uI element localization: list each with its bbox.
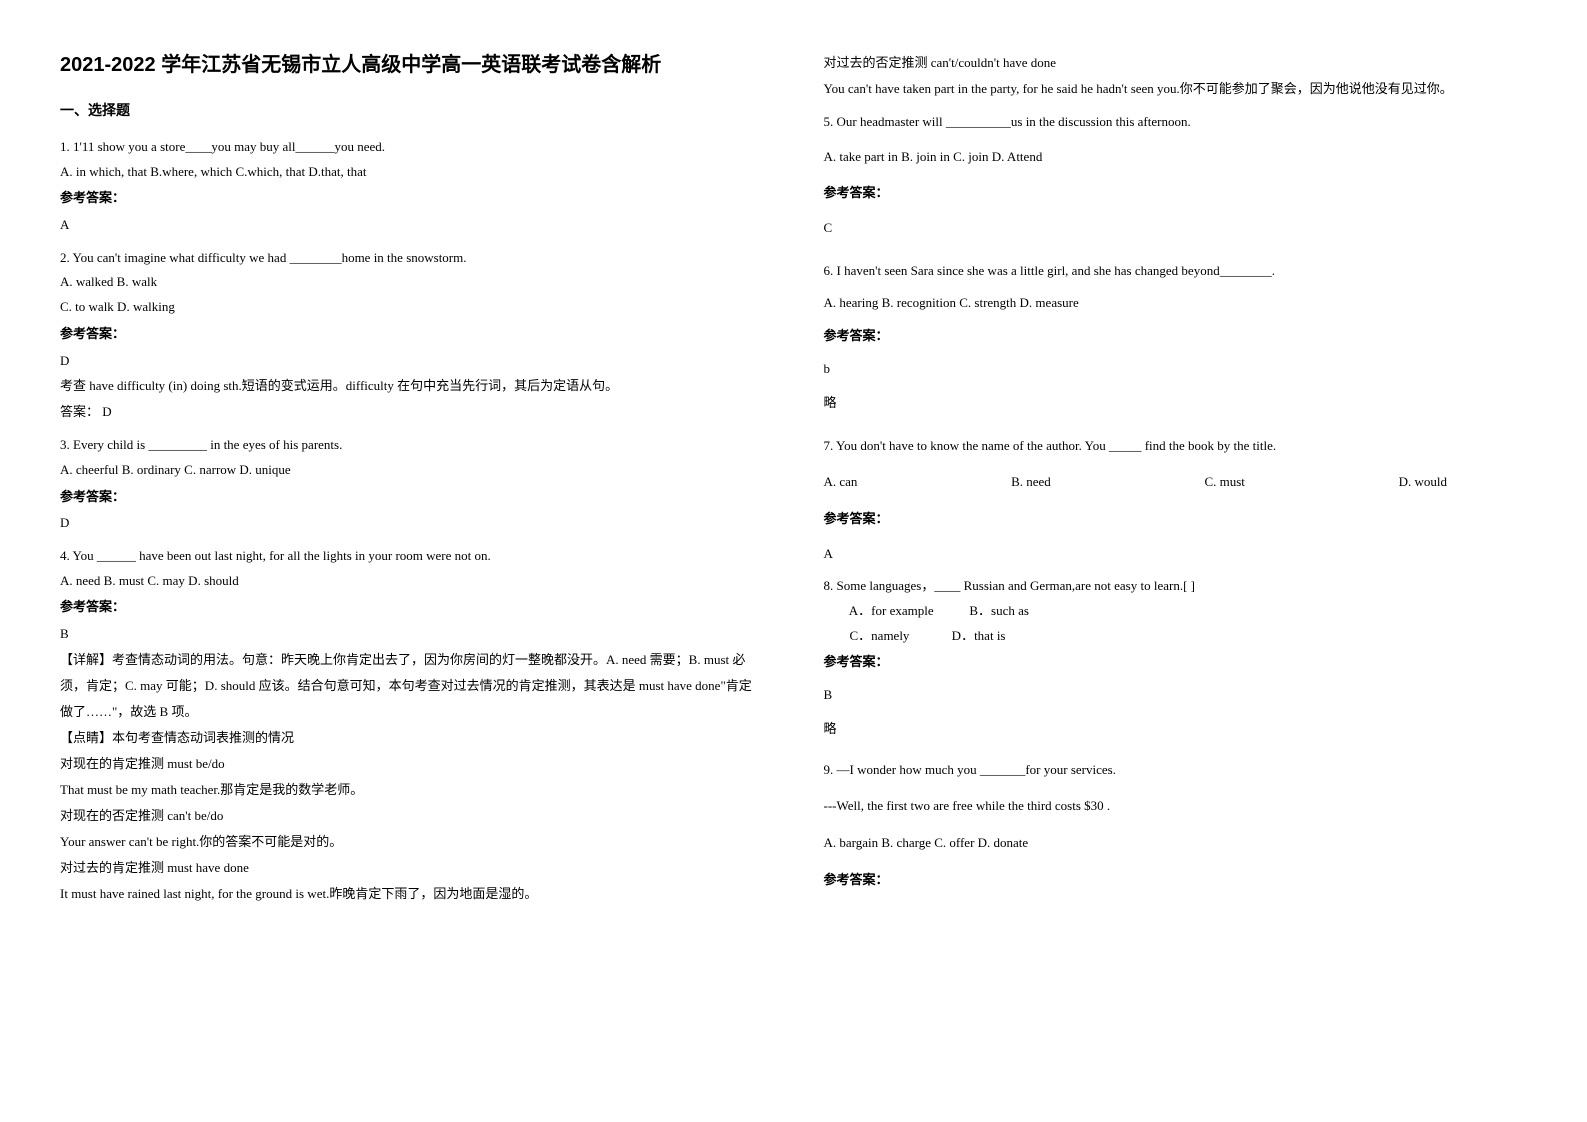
q5-options: A. take part in B. join in C. join D. At… xyxy=(824,145,1528,170)
q4-options: A. need B. must C. may D. should xyxy=(60,569,764,594)
q3-options: A. cheerful B. ordinary C. narrow D. uni… xyxy=(60,458,764,483)
q7-answer: A xyxy=(824,542,1528,567)
q5-answer-label: 参考答案： xyxy=(824,181,1528,206)
question-1: 1. 1'11 show you a store____you may buy … xyxy=(60,135,764,238)
question-6: 6. I haven't seen Sara since she was a l… xyxy=(824,259,1528,416)
q4-exp5: 对现在的否定推测 can't be/do xyxy=(60,803,764,829)
q4-answer: B xyxy=(60,622,764,647)
q4-exp1: 【详解】考查情态动词的用法。句意：昨天晚上你肯定出去了，因为你房间的灯一整晚都没… xyxy=(60,647,764,725)
question-4: 4. You ______ have been out last night, … xyxy=(60,544,764,907)
q4-answer-label: 参考答案： xyxy=(60,595,764,620)
q4-exp4: That must be my math teacher.那肯定是我的数学老师。 xyxy=(60,777,764,803)
q6-answer: b xyxy=(824,357,1528,382)
q8-answer: B xyxy=(824,683,1528,708)
q7-opt-c: C. must xyxy=(1204,470,1244,495)
q7-answer-label: 参考答案： xyxy=(824,507,1528,532)
question-9: 9. —I wonder how much you _______for you… xyxy=(824,758,1528,893)
q1-answer-label: 参考答案： xyxy=(60,186,764,211)
question-7: 7. You don't have to know the name of th… xyxy=(824,434,1528,567)
q2-options-2: C. to walk D. walking xyxy=(60,295,764,320)
q4c-exp1: 对过去的否定推测 can't/couldn't have done xyxy=(824,50,1528,76)
section-header: 一、选择题 xyxy=(60,100,764,120)
q3-text: 3. Every child is _________ in the eyes … xyxy=(60,433,764,458)
q2-text: 2. You can't imagine what difficulty we … xyxy=(60,246,764,271)
q4-exp3: 对现在的肯定推测 must be/do xyxy=(60,751,764,777)
question-3: 3. Every child is _________ in the eyes … xyxy=(60,433,764,536)
q8-options-2: C．namely D．that is xyxy=(824,624,1528,649)
q4-exp8: It must have rained last night, for the … xyxy=(60,881,764,907)
q2-answer: D xyxy=(60,349,764,374)
question-2: 2. You can't imagine what difficulty we … xyxy=(60,246,764,425)
q2-answer-label: 参考答案： xyxy=(60,322,764,347)
document-title: 2021-2022 学年江苏省无锡市立人高级中学高一英语联考试卷含解析 xyxy=(60,50,764,80)
left-column: 2021-2022 学年江苏省无锡市立人高级中学高一英语联考试卷含解析 一、选择… xyxy=(60,50,764,1072)
q4-exp6: Your answer can't be right.你的答案不可能是对的。 xyxy=(60,829,764,855)
q5-answer: C xyxy=(824,216,1528,241)
q4-exp2: 【点睛】本句考查情态动词表推测的情况 xyxy=(60,725,764,751)
q6-options: A. hearing B. recognition C. strength D.… xyxy=(824,291,1528,316)
q3-answer-label: 参考答案： xyxy=(60,485,764,510)
q1-answer: A xyxy=(60,213,764,238)
q7-text: 7. You don't have to know the name of th… xyxy=(824,434,1528,459)
q2-final-answer: 答案： D xyxy=(60,399,764,425)
q4-exp7: 对过去的肯定推测 must have done xyxy=(60,855,764,881)
q1-options: A. in which, that B.where, which C.which… xyxy=(60,160,764,185)
q7-opt-d: D. would xyxy=(1399,470,1447,495)
q1-text: 1. 1'11 show you a store____you may buy … xyxy=(60,135,764,160)
question-4-continued: 对过去的否定推测 can't/couldn't have done You ca… xyxy=(824,50,1528,102)
q4c-exp2: You can't have taken part in the party, … xyxy=(824,76,1528,102)
q9-text2: ---Well, the first two are free while th… xyxy=(824,794,1528,819)
q5-text: 5. Our headmaster will __________us in t… xyxy=(824,110,1528,135)
q6-text: 6. I haven't seen Sara since she was a l… xyxy=(824,259,1528,284)
q9-text1: 9. —I wonder how much you _______for you… xyxy=(824,758,1528,783)
question-8: 8. Some languages，____ Russian and Germa… xyxy=(824,574,1528,741)
q2-explanation: 考查 have difficulty (in) doing sth.短语的变式运… xyxy=(60,373,764,399)
right-column: 对过去的否定推测 can't/couldn't have done You ca… xyxy=(824,50,1528,1072)
q6-note: 略 xyxy=(824,390,1528,416)
q7-opt-a: A. can xyxy=(824,470,858,495)
q8-options-1: A．for example B．such as xyxy=(824,599,1528,624)
q4-text: 4. You ______ have been out last night, … xyxy=(60,544,764,569)
q8-answer-label: 参考答案： xyxy=(824,650,1528,675)
q7-opt-b: B. need xyxy=(1011,470,1051,495)
q8-text: 8. Some languages，____ Russian and Germa… xyxy=(824,574,1528,599)
q8-note: 略 xyxy=(824,716,1528,742)
q3-answer: D xyxy=(60,511,764,536)
q9-options: A. bargain B. charge C. offer D. donate xyxy=(824,831,1528,856)
q7-options: A. can B. need C. must D. would xyxy=(824,470,1528,495)
question-5: 5. Our headmaster will __________us in t… xyxy=(824,110,1528,241)
q2-options-1: A. walked B. walk xyxy=(60,270,764,295)
q6-answer-label: 参考答案： xyxy=(824,324,1528,349)
q9-answer-label: 参考答案： xyxy=(824,868,1528,893)
